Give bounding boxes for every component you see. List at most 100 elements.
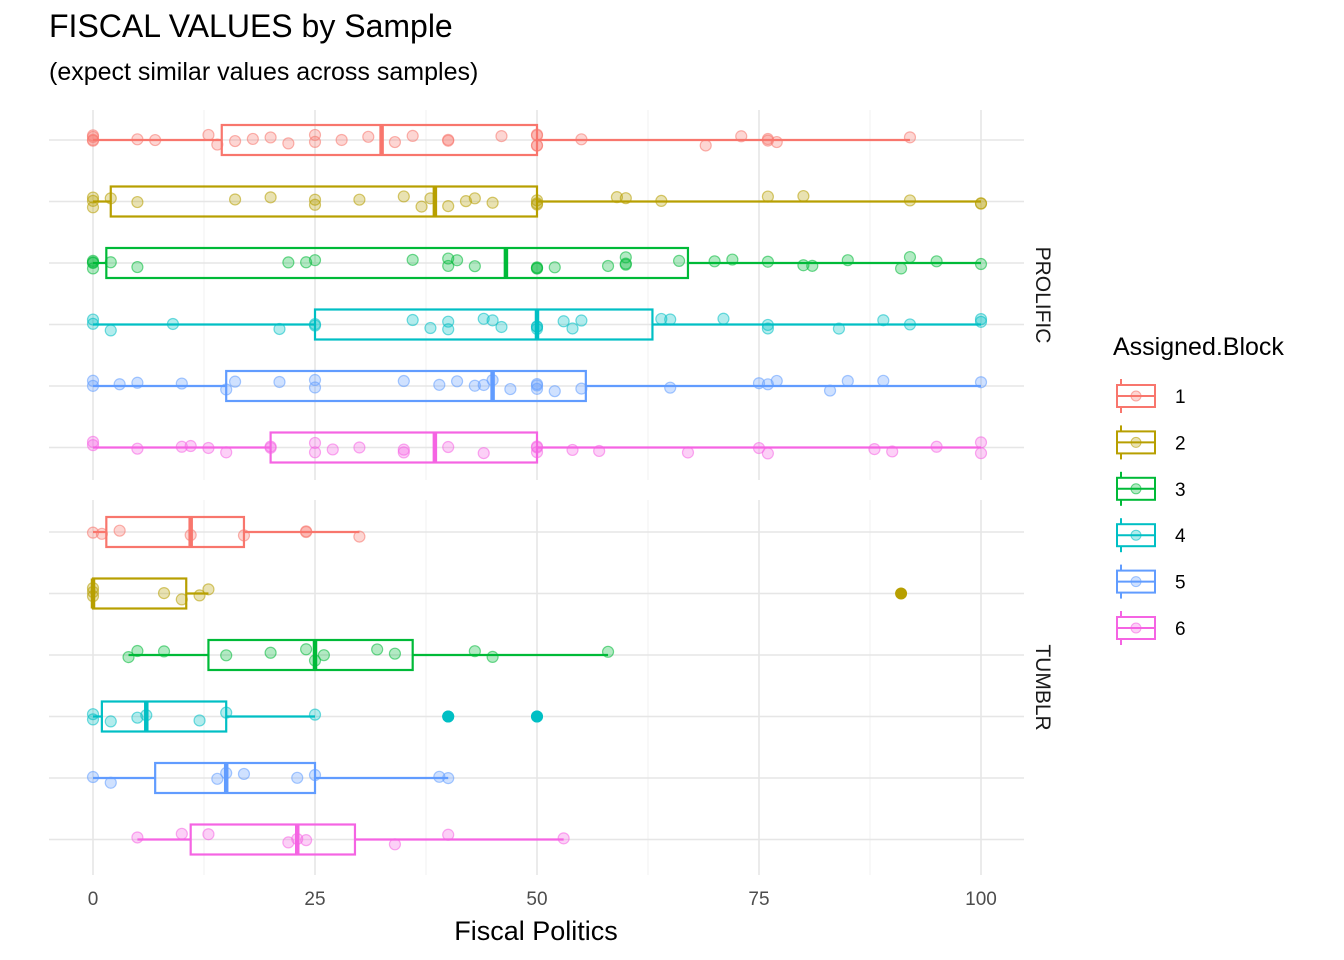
data-point xyxy=(300,643,313,656)
data-point xyxy=(566,443,579,457)
data-point xyxy=(131,260,144,274)
data-point xyxy=(442,440,455,454)
data-point xyxy=(557,832,570,845)
data-point xyxy=(131,644,144,658)
panel-strip-label: TUMBLR xyxy=(1031,644,1054,730)
data-point xyxy=(930,255,943,268)
legend-point xyxy=(1130,576,1142,588)
data-point xyxy=(974,436,988,449)
box-block-1 xyxy=(86,123,917,157)
outlier-point xyxy=(895,587,908,600)
data-point xyxy=(886,445,899,458)
data-point xyxy=(548,261,561,274)
box-iqr xyxy=(189,823,357,856)
legend-title: Assigned.Block xyxy=(1113,333,1284,361)
legend-point xyxy=(1130,483,1142,495)
box-block-5 xyxy=(86,761,455,795)
data-point xyxy=(308,446,322,459)
box-iqr xyxy=(100,700,228,733)
data-point xyxy=(468,379,481,392)
chart-title: FISCAL VALUES by Sample xyxy=(49,8,453,44)
data-point xyxy=(308,254,322,267)
data-point xyxy=(717,312,730,325)
box-block-5 xyxy=(86,369,988,403)
legend-key-4 xyxy=(1116,518,1156,553)
x-tick-label: 0 xyxy=(88,889,99,910)
box-block-3 xyxy=(122,638,615,672)
data-point xyxy=(220,649,233,662)
data-point xyxy=(211,772,224,785)
legend-label: 4 xyxy=(1175,526,1186,547)
legend-point xyxy=(1130,622,1142,634)
data-point xyxy=(877,314,890,327)
data-point xyxy=(202,828,215,841)
data-point xyxy=(300,256,313,269)
data-point xyxy=(86,374,100,387)
data-point xyxy=(264,646,277,659)
data-point xyxy=(708,255,721,268)
data-point xyxy=(486,314,499,327)
data-point xyxy=(770,374,783,388)
data-point xyxy=(868,443,881,456)
data-point xyxy=(175,827,188,840)
data-point xyxy=(504,382,517,396)
data-point xyxy=(335,133,348,147)
data-point xyxy=(317,649,330,662)
box-block-4 xyxy=(86,700,543,733)
data-point xyxy=(86,191,100,204)
data-point xyxy=(619,251,632,264)
data-point xyxy=(308,193,322,206)
x-axis-label: Fiscal Politics xyxy=(454,916,618,946)
panel-prolific: PROLIFIC xyxy=(49,110,1054,480)
data-point xyxy=(308,436,322,450)
data-point xyxy=(894,262,908,275)
data-point xyxy=(273,375,286,389)
data-point xyxy=(406,129,419,142)
chart-subtitle: (expect similar values across samples) xyxy=(49,58,479,86)
data-point xyxy=(131,831,144,844)
data-point xyxy=(157,587,171,600)
data-point xyxy=(184,439,197,453)
data-point xyxy=(442,252,455,265)
data-point xyxy=(468,260,481,273)
data-point xyxy=(557,315,570,328)
legend-key-6 xyxy=(1116,611,1156,645)
panel-tumblr: TUMBLR xyxy=(49,500,1054,875)
data-point xyxy=(974,447,988,460)
x-tick-label: 25 xyxy=(304,889,325,910)
data-point xyxy=(459,195,473,208)
legend: Assigned.Block 1 2 3 4 5 6 xyxy=(1113,333,1284,645)
data-point xyxy=(388,647,402,660)
data-point xyxy=(610,191,624,204)
data-point xyxy=(86,708,100,721)
data-point xyxy=(193,714,206,727)
data-point xyxy=(113,524,126,537)
data-point xyxy=(228,375,242,388)
x-tick-label: 50 xyxy=(526,889,547,910)
data-point xyxy=(282,137,295,150)
data-point xyxy=(326,443,339,456)
data-point xyxy=(477,447,490,460)
legend-label: 5 xyxy=(1175,573,1186,594)
legend-key-5 xyxy=(1116,564,1156,599)
data-point xyxy=(104,715,117,728)
data-point xyxy=(486,650,499,663)
data-point xyxy=(601,259,615,273)
legend-label: 6 xyxy=(1175,619,1186,640)
data-point xyxy=(761,255,774,268)
data-point xyxy=(495,320,508,334)
data-point xyxy=(566,322,579,335)
x-tick-label: 75 xyxy=(748,889,769,910)
data-point xyxy=(104,324,117,337)
data-point xyxy=(903,131,917,144)
box-iqr xyxy=(313,308,654,341)
data-point xyxy=(477,312,490,325)
data-point xyxy=(424,321,437,335)
data-point xyxy=(86,435,100,448)
box-block-4 xyxy=(86,308,988,341)
panel-strip-label: PROLIFIC xyxy=(1031,247,1054,344)
legend-point xyxy=(1130,436,1142,448)
data-point xyxy=(664,381,677,394)
data-point xyxy=(433,770,446,783)
